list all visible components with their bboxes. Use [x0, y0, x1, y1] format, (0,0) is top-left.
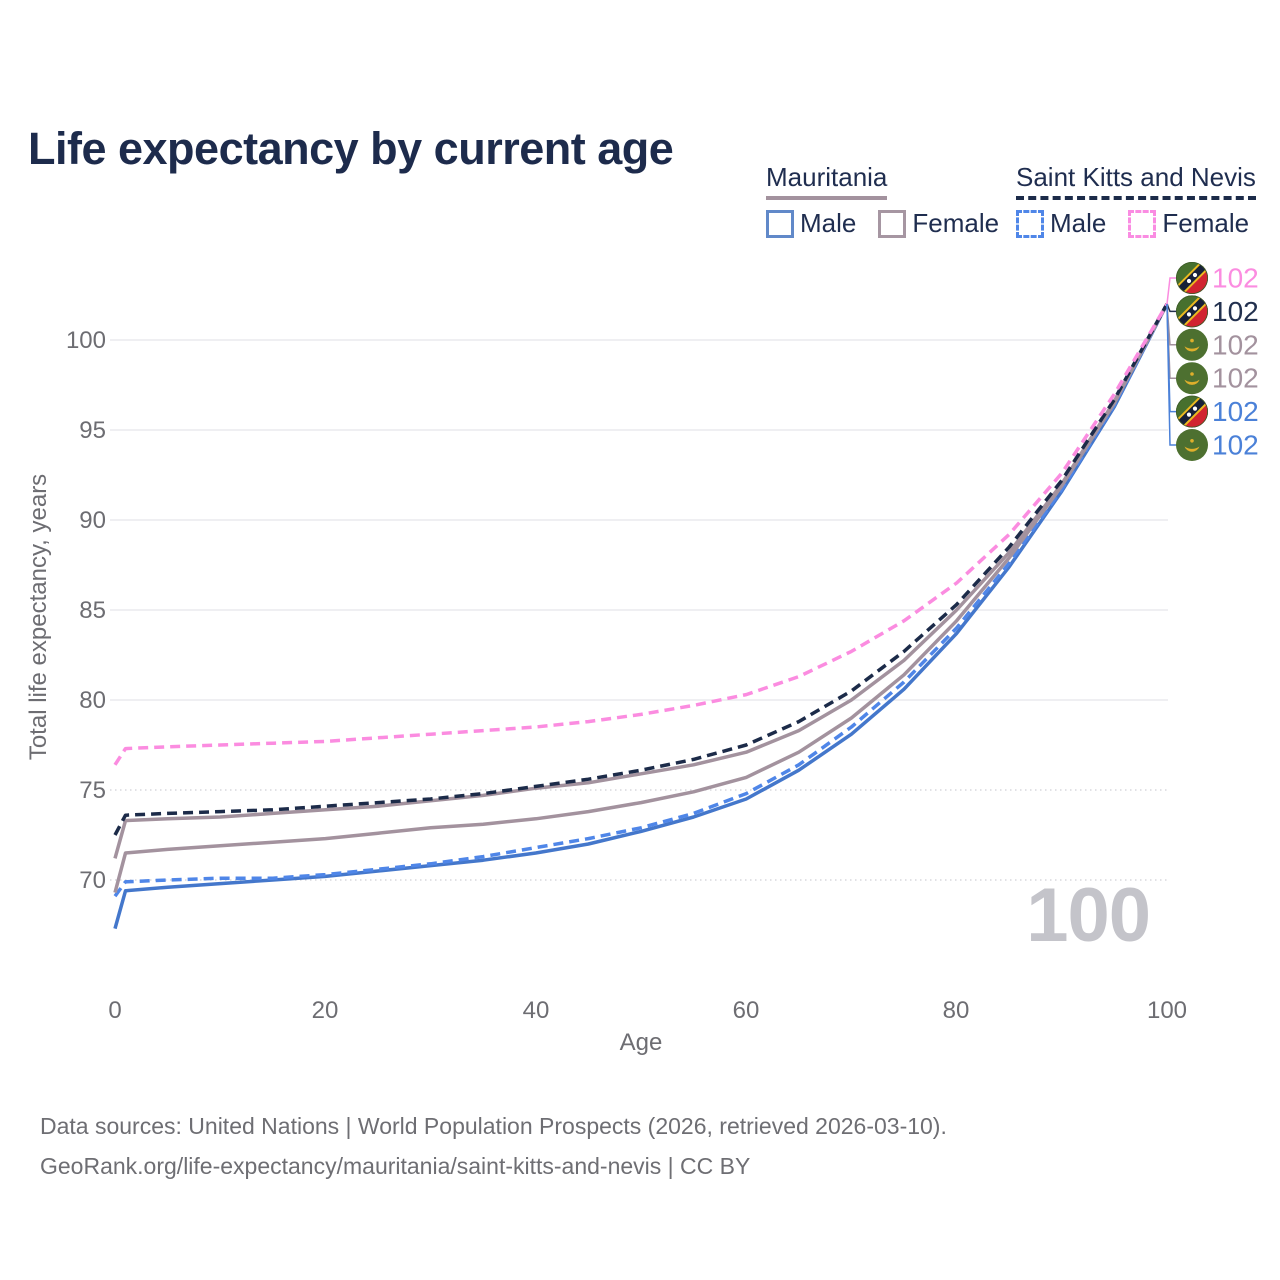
legend-country-saint-kitts[interactable]: Saint Kitts and Nevis [1016, 162, 1256, 200]
legend-label-mauritania-male: Male [800, 208, 857, 238]
legend-toggle-mauritania-female[interactable]: Female [878, 208, 999, 239]
y-tick-95: 95 [79, 417, 106, 444]
end-label-mrt_female: 102 [1166, 303, 1259, 361]
x-tick-100: 100 [1147, 997, 1187, 1024]
series-layer [113, 303, 1169, 930]
x-tick-0: 0 [108, 997, 121, 1024]
end-label-value-mrt_both: 102 [1212, 363, 1259, 394]
checkbox-saint-kitts-male[interactable] [1016, 209, 1044, 238]
legend-toggle-mauritania-male[interactable]: Male [766, 208, 856, 239]
gridlines [110, 339, 1168, 881]
end-label-value-mrt_female: 102 [1212, 329, 1259, 360]
checkbox-saint-kitts-female[interactable] [1128, 209, 1157, 238]
series-line-mrt_female [113, 303, 1169, 859]
end-label-value-skn_female: 102 [1212, 263, 1259, 294]
x-tick-60: 60 [733, 997, 760, 1024]
y-tick-75: 75 [79, 777, 106, 804]
flag-icon-saint-kitts-and-nevis [1176, 295, 1208, 327]
checkbox-mauritania-female[interactable] [878, 209, 907, 238]
series-line-skn_both [113, 303, 1169, 836]
y-tick-85: 85 [79, 597, 106, 624]
y-tick-100: 100 [66, 327, 106, 354]
leader-line-skn_female [1166, 277, 1177, 305]
legend-row-saint-kitts: Male Female [1016, 208, 1256, 239]
page-title: Life expectancy by current age [28, 123, 674, 175]
legend-block-saint-kitts: Saint Kitts and Nevis Male Female [1016, 162, 1256, 239]
legend-label-mauritania-female: Female [912, 208, 1000, 238]
footer-attribution: GeoRank.org/life-expectancy/mauritania/s… [40, 1153, 751, 1179]
flag-icon-saint-kitts-and-nevis [1176, 262, 1208, 294]
series-line-mrt_both [113, 303, 1169, 894]
end-label-value-mrt_male: 102 [1212, 430, 1259, 461]
y-tick-70: 70 [79, 867, 106, 894]
y-tick-90: 90 [79, 507, 106, 534]
series-line-skn_male [113, 303, 1169, 898]
end-label-skn_both: 102 [1166, 295, 1259, 327]
end-label-mrt_male: 102 [1166, 303, 1259, 461]
flag-icon-mauritania [1176, 328, 1208, 361]
legend-toggle-saint-kitts-female[interactable]: Female [1128, 208, 1249, 239]
end-label-value-skn_both: 102 [1212, 296, 1259, 327]
series-line-mrt_male [113, 303, 1169, 930]
x-tick-80: 80 [943, 997, 970, 1024]
leader-line-mrt_male [1166, 303, 1177, 446]
y-axis-title: Total life expectancy, years [25, 474, 52, 760]
x-tick-20: 20 [312, 997, 339, 1024]
legend-toggle-saint-kitts-male[interactable]: Male [1016, 208, 1106, 239]
legend-label-saint-kitts-male: Male [1050, 208, 1107, 238]
x-axis-title: Age [620, 1029, 663, 1056]
legend-label-saint-kitts-female: Female [1162, 208, 1250, 238]
legend-row-mauritania: Male Female [766, 208, 999, 239]
y-axis-ticks: 70 75 80 85 90 95 100 [66, 327, 106, 894]
series-line-skn_female [113, 303, 1169, 766]
x-tick-40: 40 [523, 997, 550, 1024]
legend-country-mauritania[interactable]: Mauritania [766, 162, 888, 200]
flag-icon-saint-kitts-and-nevis [1176, 396, 1208, 428]
footer-data-sources: Data sources: United Nations | World Pop… [40, 1113, 947, 1139]
end-label-skn_female: 102 [1166, 262, 1259, 305]
y-tick-80: 80 [79, 687, 106, 714]
flag-icon-mauritania [1176, 429, 1208, 461]
leader-line-skn_both [1166, 303, 1177, 313]
flag-icon-mauritania [1176, 362, 1208, 395]
x-axis-ticks: 0 20 40 60 80 100 [108, 997, 1187, 1024]
checkbox-mauritania-male[interactable] [766, 209, 794, 238]
end-label-mrt_both: 102 [1166, 303, 1259, 395]
end-label-value-skn_male: 102 [1212, 396, 1259, 427]
footer: Data sources: United Nations | World Pop… [40, 1106, 947, 1186]
legend-block-mauritania: Mauritania Male Female [766, 162, 999, 239]
age-watermark: 100 [1026, 873, 1150, 958]
